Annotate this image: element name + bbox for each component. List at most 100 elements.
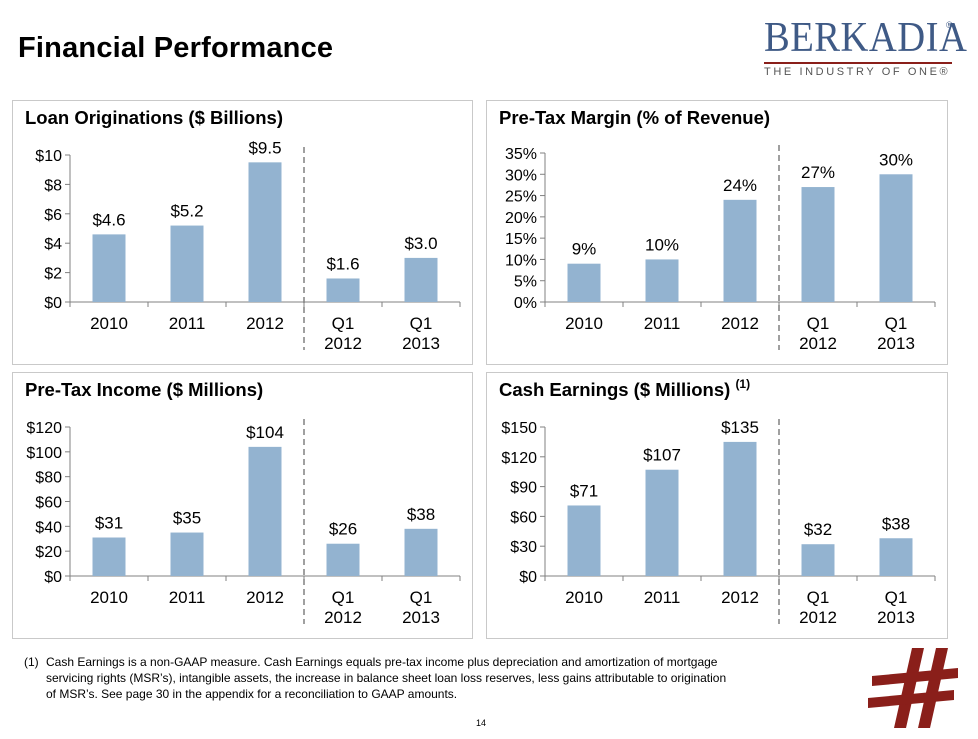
y-tick-label: 25%: [505, 189, 537, 206]
x-category-label: 2012: [721, 314, 759, 333]
chart-title-text: Pre-Tax Margin (% of Revenue): [499, 107, 771, 128]
chart-svg: $0 $30 $60 $90 $120 $150 $71 2010 $107 2011 $135 20…: [501, 418, 936, 627]
x-category-label: 2010: [90, 314, 128, 333]
footnote-marker: (1): [24, 655, 39, 669]
y-tick-label: $20: [35, 544, 62, 561]
data-label: $1.6: [326, 254, 359, 273]
chart-title: Pre-Tax Margin (% of Revenue): [499, 107, 770, 129]
chart-svg: 0% 5% 10% 15% 20% 25% 30% 35% 9% 2010 10% 2011 24% 20…: [505, 145, 936, 353]
data-label: $32: [804, 520, 832, 539]
x-category-label: 2010: [565, 588, 603, 607]
x-category-label: Q1: [885, 314, 908, 333]
logo-rule: [764, 62, 952, 64]
logo-wordmark: BERKADIA: [764, 15, 968, 61]
chart-title: Cash Earnings ($ Millions) (1): [499, 377, 751, 401]
y-tick-label: $120: [26, 420, 62, 437]
data-label: $71: [570, 481, 598, 500]
y-tick-label: $150: [501, 420, 537, 437]
page-number: 14: [476, 718, 487, 728]
x-category-label: 2012: [799, 608, 837, 627]
x-category-label: Q1: [807, 314, 830, 333]
berkadia-logo: BERKADIA ® THE INDUSTRY OF ONE®: [756, 8, 967, 82]
y-tick-label: 20%: [505, 210, 537, 227]
y-tick-label: 0%: [514, 295, 537, 312]
y-tick-label: $8: [44, 177, 62, 194]
x-category-label: Q1: [807, 588, 830, 607]
y-tick-label: 10%: [505, 252, 537, 269]
chart-panel-loan-originations: Loan Originations ($ Billions) $0 $2 $4 $6 $…: [12, 100, 473, 365]
data-label: $9.5: [248, 138, 281, 157]
chart-svg: $0 $20 $40 $60 $80 $100 $120 $31 2010 $35 2011 $104…: [26, 419, 461, 627]
chart-title: Pre-Tax Income ($ Millions): [25, 379, 263, 401]
chart-panel-cash-earnings: Cash Earnings ($ Millions) (1) $0 $30 $60 $…: [486, 372, 948, 639]
x-category-label: 2011: [644, 588, 681, 607]
x-category-label: 2012: [246, 588, 284, 607]
x-category-label: 2012: [246, 314, 284, 333]
y-tick-label: $40: [35, 519, 62, 536]
y-tick-label: $90: [510, 480, 537, 497]
chart-title-footnote-ref: (1): [735, 377, 751, 391]
x-category-label: 2013: [877, 334, 915, 353]
bar-loan-0: [92, 234, 126, 302]
y-tick-label: $80: [35, 470, 62, 487]
chart-title: Loan Originations ($ Billions): [25, 107, 283, 129]
data-label: $107: [643, 446, 681, 465]
y-tick-label: $2: [44, 266, 62, 283]
bar-income-2: [248, 446, 282, 576]
x-category-label: 2011: [169, 314, 206, 333]
x-category-label: 2010: [90, 588, 128, 607]
logo-tagline: THE INDUSTRY OF ONE®: [764, 66, 951, 78]
bar-loan-2: [248, 162, 282, 302]
data-label: $104: [246, 423, 284, 442]
x-category-label: 2011: [644, 314, 681, 333]
y-tick-label: $0: [519, 569, 537, 586]
data-label: $38: [407, 505, 435, 524]
chart-svg: $0 $2 $4 $6 $8 $10 $4.6 2010 $5.2 2011 $9.5 2012 $1.…: [35, 138, 461, 353]
x-category-label: 2012: [324, 608, 362, 627]
data-label: $26: [329, 520, 357, 539]
bar-margin-3: [801, 187, 835, 302]
data-label: 10%: [645, 235, 679, 254]
data-label: 30%: [879, 150, 913, 169]
bar-cash-0: [567, 505, 601, 576]
x-category-label: 2010: [565, 314, 603, 333]
x-category-label: Q1: [332, 314, 355, 333]
chart-title-text: Loan Originations ($ Billions): [25, 107, 283, 128]
y-tick-label: $0: [44, 569, 62, 586]
bar-margin-2: [723, 199, 757, 302]
y-tick-label: $120: [501, 450, 537, 467]
berkadia-symbol-icon: [868, 648, 958, 728]
x-category-label: 2013: [402, 334, 440, 353]
data-label: $135: [721, 418, 759, 437]
bar-cash-3: [801, 544, 835, 576]
bar-income-0: [92, 537, 126, 576]
bar-loan-3: [326, 278, 360, 302]
y-tick-label: $60: [510, 509, 537, 526]
y-tick-label: $0: [44, 295, 62, 312]
x-category-label: Q1: [885, 588, 908, 607]
x-category-label: Q1: [410, 588, 433, 607]
footnote-text: Cash Earnings is a non-GAAP measure. Cas…: [46, 655, 727, 701]
x-category-label: 2013: [402, 608, 440, 627]
x-category-label: 2012: [721, 588, 759, 607]
chart-panel-pre-tax-income: Pre-Tax Income ($ Millions) $0 $20 $40 $60 $…: [12, 372, 473, 639]
bar-income-3: [326, 543, 360, 576]
bar-cash-2: [723, 441, 757, 576]
page-title: Financial Performance: [18, 32, 334, 64]
x-category-label: 2012: [324, 334, 362, 353]
bar-margin-1: [645, 259, 679, 302]
data-label: $38: [882, 514, 910, 533]
y-tick-label: $4: [44, 236, 62, 253]
bar-income-4: [404, 528, 438, 576]
logo-registered-mark: ®: [946, 20, 953, 30]
chart-panel-pre-tax-margin: Pre-Tax Margin (% of Revenue) 0% 5% 10% 15%…: [486, 100, 948, 365]
data-label: $4.6: [92, 210, 125, 229]
data-label: $3.0: [404, 234, 437, 253]
x-category-label: 2011: [169, 588, 206, 607]
bar-loan-1: [170, 225, 204, 302]
y-tick-label: 5%: [514, 274, 537, 291]
data-label: $5.2: [170, 202, 203, 221]
data-label: 24%: [723, 176, 757, 195]
bar-cash-1: [645, 469, 679, 576]
y-tick-label: $10: [35, 148, 62, 165]
